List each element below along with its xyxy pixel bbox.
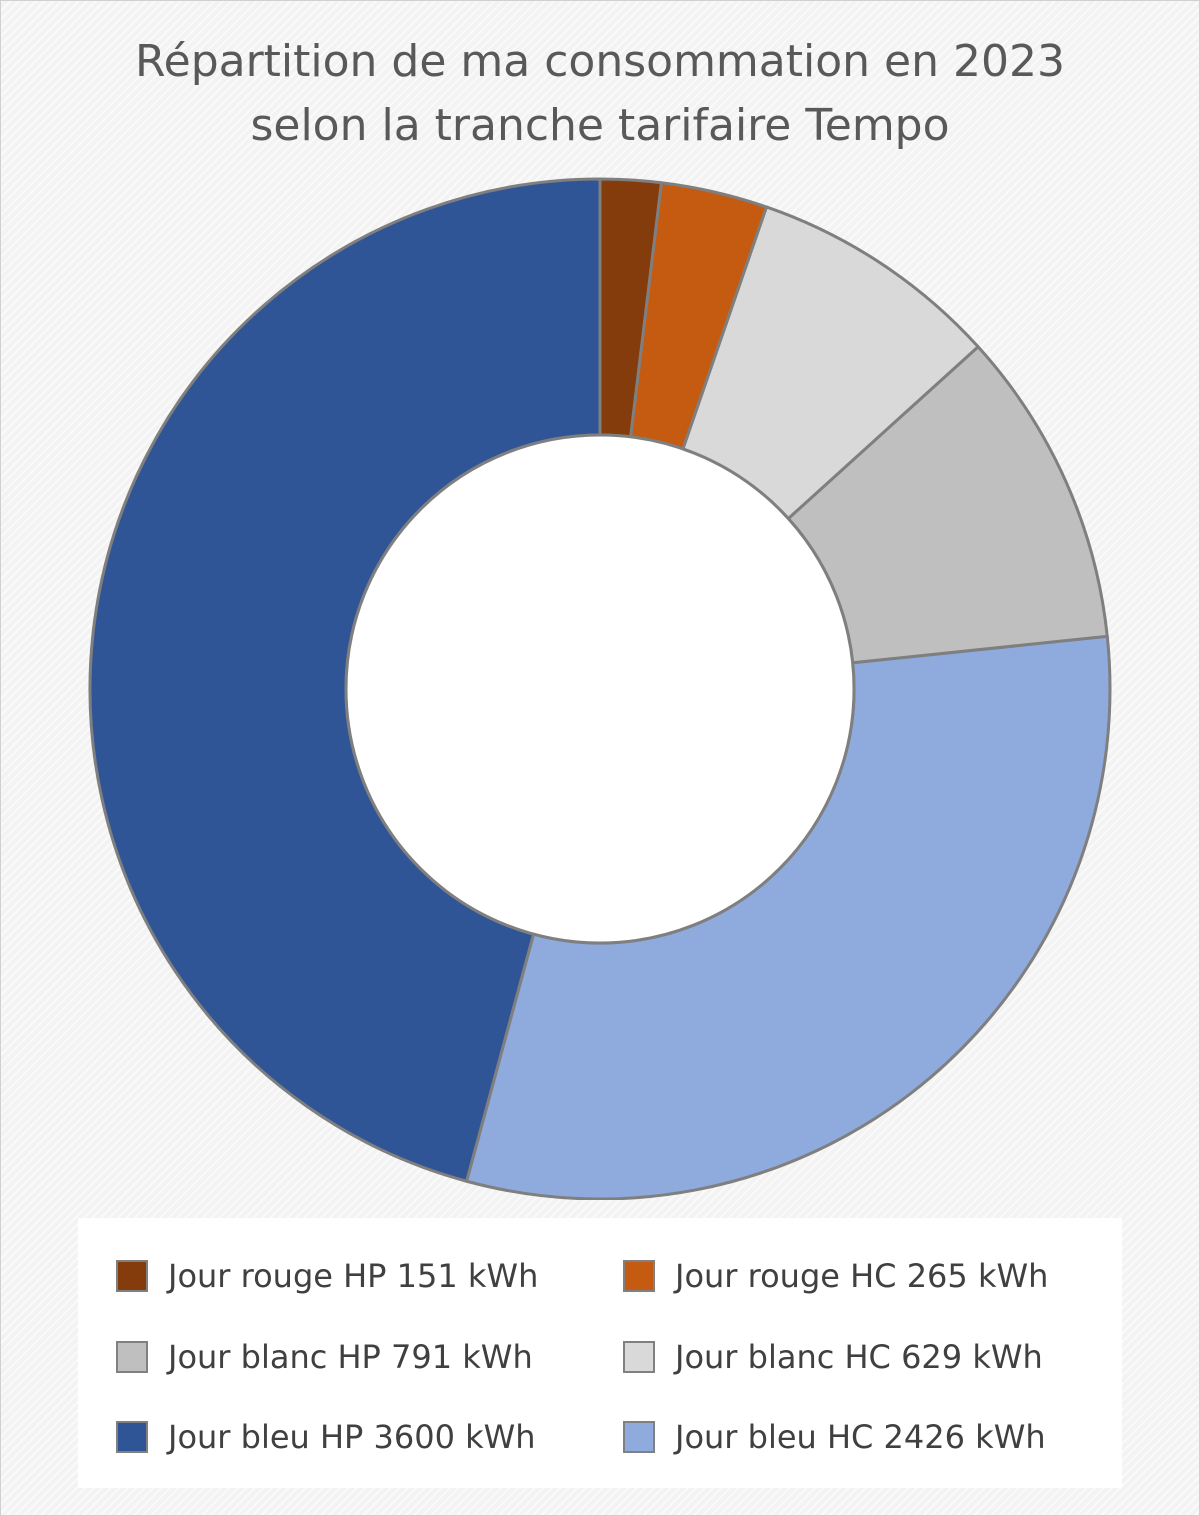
donut-hole (344, 433, 856, 945)
legend-label-jour-bleu-hc: Jour bleu HC 2426 kWh (675, 1418, 1046, 1456)
legend-item-jour-rouge-hc: Jour rouge HC 265 kWh (623, 1256, 1048, 1296)
donut-chart (88, 177, 1112, 1200)
chart-legend: Jour rouge HP 151 kWh Jour rouge HC 265 … (78, 1218, 1122, 1488)
legend-swatch-jour-rouge-hp (116, 1260, 148, 1292)
legend-swatch-jour-rouge-hc (623, 1260, 655, 1292)
legend-swatch-jour-bleu-hc (623, 1421, 655, 1453)
legend-label-jour-rouge-hc: Jour rouge HC 265 kWh (675, 1257, 1049, 1295)
legend-label-jour-blanc-hp: Jour blanc HP 791 kWh (168, 1338, 533, 1376)
legend-swatch-jour-blanc-hc (623, 1341, 655, 1373)
chart-title: Répartition de ma consommation en 2023 s… (0, 30, 1200, 158)
legend-swatch-jour-blanc-hp (116, 1341, 148, 1373)
legend-item-jour-blanc-hp: Jour blanc HP 791 kWh (116, 1337, 533, 1377)
chart-title-line-1: Répartition de ma consommation en 2023 (135, 36, 1065, 87)
legend-label-jour-bleu-hp: Jour bleu HP 3600 kWh (168, 1418, 536, 1456)
legend-item-jour-rouge-hp: Jour rouge HP 151 kWh (116, 1256, 538, 1296)
legend-item-jour-blanc-hc: Jour blanc HC 629 kWh (623, 1337, 1043, 1377)
legend-item-jour-bleu-hc: Jour bleu HC 2426 kWh (623, 1417, 1046, 1457)
legend-item-jour-bleu-hp: Jour bleu HP 3600 kWh (116, 1417, 536, 1457)
legend-swatch-jour-bleu-hp (116, 1421, 148, 1453)
chart-title-line-2: selon la tranche tarifaire Tempo (250, 100, 950, 151)
legend-label-jour-blanc-hc: Jour blanc HC 629 kWh (675, 1338, 1043, 1376)
legend-label-jour-rouge-hp: Jour rouge HP 151 kWh (168, 1257, 539, 1295)
